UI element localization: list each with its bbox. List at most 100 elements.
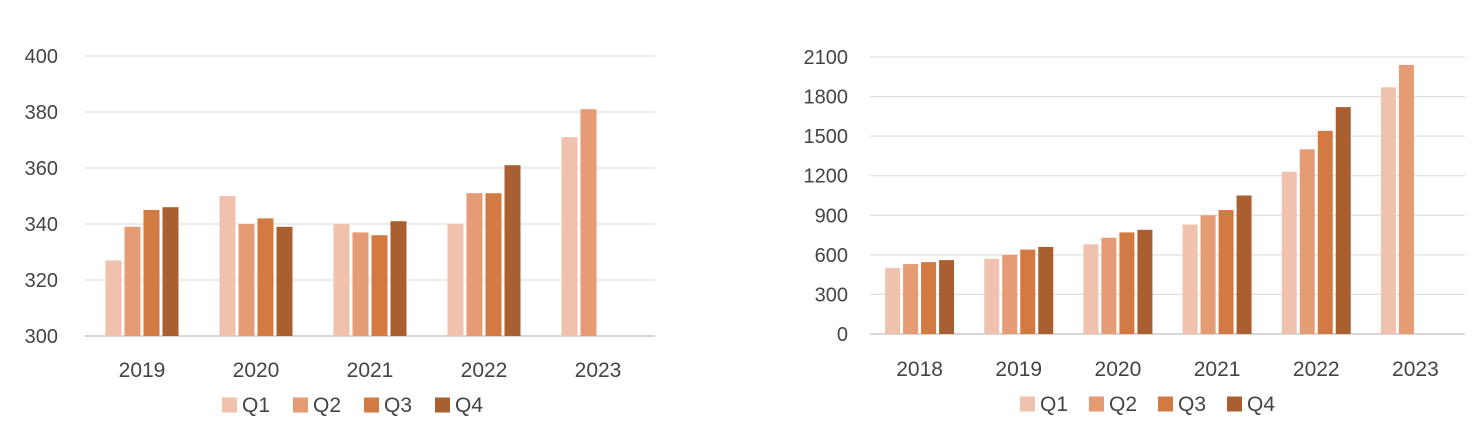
bar-q3-2020 [1119, 232, 1135, 334]
legend-swatch [1020, 396, 1035, 412]
x-tick-label: 2019 [119, 359, 166, 382]
bars [885, 64, 1414, 335]
bar-q1-2022 [447, 224, 464, 336]
y-axis-ticks: 300 320 340 360 380 400 [25, 46, 58, 348]
bar-q3-2022 [1317, 130, 1333, 334]
bar-q1-2021 [333, 224, 350, 336]
bar-q2-2019 [1002, 254, 1018, 334]
bar-q3-2021 [1218, 210, 1234, 334]
x-axis-ticks: 2018 2019 2020 2021 2022 2023 [896, 358, 1439, 381]
legend-label: Q4 [455, 394, 483, 417]
legend-swatch [364, 397, 379, 413]
y-tick-label: 360 [25, 158, 58, 180]
bar-q2-2020 [1101, 237, 1117, 334]
y-tick-label: 380 [25, 102, 58, 124]
legend-item-q4: Q4 [1227, 393, 1275, 416]
legend-swatch [293, 397, 308, 413]
legend-item-q3: Q3 [364, 394, 412, 417]
y-tick-label: 1800 [804, 87, 849, 109]
bar-q2-2023 [580, 109, 597, 336]
legend-label: Q1 [1040, 393, 1068, 416]
legend-swatch [1089, 396, 1104, 412]
legend-item-q1: Q1 [1020, 393, 1068, 416]
x-tick-label: 2022 [1293, 358, 1340, 381]
y-tick-label: 320 [25, 270, 58, 292]
bar-q4-2020 [276, 226, 293, 336]
bar-q1-2019 [984, 258, 1000, 334]
x-tick-label: 2020 [1095, 358, 1142, 381]
bar-q1-2023 [1380, 87, 1396, 334]
gridlines [870, 56, 1465, 335]
bar-q1-2023 [561, 137, 578, 336]
bar-q3-2019 [1020, 249, 1036, 334]
legend-item-q2: Q2 [1089, 393, 1137, 416]
x-tick-label: 2020 [233, 359, 280, 382]
legend-label: Q4 [1247, 393, 1275, 416]
bar-q3-2022 [485, 193, 502, 336]
x-tick-label: 2018 [896, 358, 943, 381]
bar-q4-2018 [939, 260, 955, 334]
bar-q3-2021 [371, 235, 388, 336]
bar-q1-2020 [1083, 244, 1099, 334]
bar-q4-2021 [1236, 195, 1252, 334]
bar-q2-2018 [903, 264, 919, 334]
legend-swatch [435, 397, 450, 413]
x-tick-label: 2019 [995, 358, 1042, 381]
x-tick-label: 2023 [1392, 358, 1439, 381]
y-tick-label: 300 [25, 326, 58, 348]
legend-label: Q1 [242, 394, 270, 417]
x-tick-label: 2021 [347, 359, 394, 382]
bar-q3-2019 [143, 210, 160, 336]
x-tick-label: 2023 [575, 359, 622, 382]
y-tick-label: 900 [815, 205, 848, 227]
bar-q2-2019 [124, 226, 141, 336]
bar-q4-2019 [1038, 246, 1054, 334]
bar-q2-2021 [1200, 215, 1216, 334]
legend-swatch [222, 397, 237, 413]
legend-item-q3: Q3 [1158, 393, 1206, 416]
bar-q2-2022 [1299, 149, 1315, 334]
legend-item-q2: Q2 [293, 394, 341, 417]
bar-q1-2019 [105, 260, 122, 336]
legend-item-q1: Q1 [222, 394, 270, 417]
y-tick-label: 2100 [804, 47, 849, 69]
y-tick-label: 600 [815, 245, 848, 267]
bar-q4-2022 [1335, 107, 1351, 334]
gridlines [85, 55, 655, 337]
bar-q3-2018 [921, 262, 937, 334]
bar-q3-2020 [257, 218, 274, 336]
y-tick-label: 1500 [804, 126, 849, 148]
legend: Q1 Q2 Q3 Q4 [1020, 393, 1275, 416]
x-tick-label: 2021 [1194, 358, 1241, 381]
legend-item-q4: Q4 [435, 394, 483, 417]
y-tick-label: 340 [25, 214, 58, 236]
bar-q1-2022 [1281, 171, 1297, 334]
bar-q4-2022 [504, 165, 521, 336]
y-tick-label: 400 [25, 46, 58, 68]
legend-swatch [1158, 396, 1173, 412]
bar-q1-2018 [885, 268, 901, 334]
bar-q2-2022 [466, 193, 483, 336]
legend-label: Q3 [384, 394, 412, 417]
legend: Q1 Q2 Q3 Q4 [222, 394, 483, 417]
legend-label: Q3 [1178, 393, 1206, 416]
y-axis-ticks: 0 300 600 900 1200 1500 1800 2100 [804, 47, 849, 346]
legend-swatch [1227, 396, 1242, 412]
y-tick-label: 300 [815, 284, 848, 306]
x-tick-label: 2022 [461, 359, 508, 382]
bar-q4-2020 [1137, 229, 1153, 334]
legend-label: Q2 [1109, 393, 1137, 416]
chart-quarterly-left: 300 320 340 360 380 400 2019 2020 2021 2022 2023 Q1… [25, 46, 655, 417]
bar-q2-2021 [352, 232, 369, 336]
bar-q2-2020 [238, 224, 255, 336]
bar-q1-2021 [1182, 224, 1198, 334]
bars [105, 109, 597, 336]
bar-q1-2020 [219, 196, 236, 336]
y-tick-label: 0 [837, 324, 848, 346]
bar-q4-2019 [162, 207, 179, 336]
legend-label: Q2 [313, 394, 341, 417]
y-tick-label: 1200 [804, 166, 849, 188]
x-axis-ticks: 2019 2020 2021 2022 2023 [119, 359, 622, 382]
